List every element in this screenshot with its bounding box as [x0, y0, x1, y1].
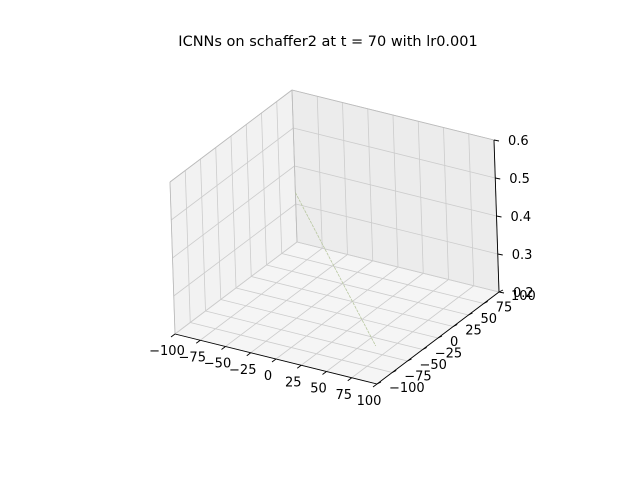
x-tick-label-4: 0: [264, 369, 272, 384]
z-tick-3: [495, 177, 501, 180]
y-tick-label-7: 75: [496, 301, 513, 316]
grid-line-y-floor-7: [281, 253, 484, 304]
grid-line-y-floor-6: [266, 264, 469, 316]
pane-edge-corner: [291, 89, 298, 243]
x-tick-8: [372, 383, 378, 388]
x-tick-label-8: 100: [357, 394, 382, 409]
z-tick-label-2: 0.4: [511, 210, 532, 225]
grid-line-y-floor-4: [235, 287, 439, 339]
z-tick-4: [493, 139, 500, 142]
grid-line-z-back-3: [293, 127, 496, 179]
y-tick-5: [453, 324, 458, 327]
grid-line-z-back-1: [295, 203, 498, 255]
x-tick-label-6: 50: [310, 382, 327, 397]
grid-line-z-left-3: [171, 127, 294, 221]
y-tick-label-3: −25: [435, 347, 462, 362]
x-tick-label-2: −50: [204, 357, 231, 372]
y-tick-label-2: −50: [420, 358, 447, 373]
chart-title: ICNNs on schaffer2 at t = 70 with lr0.00…: [178, 34, 478, 50]
pane-edge-back-top: [291, 89, 495, 141]
y-tick-label-5: 25: [465, 324, 482, 339]
y-tick-1: [392, 370, 397, 373]
x-tick-7: [347, 377, 353, 382]
z-tick-label-0: 0.2: [513, 286, 534, 301]
grid-line-z-back-0: [296, 241, 500, 293]
x-tick-6: [322, 371, 327, 375]
z-tick-0: [498, 291, 505, 294]
pane-edge-left-top: [169, 89, 293, 183]
z-tick-label-4: 0.6: [508, 134, 529, 149]
x-tick-0: [170, 333, 176, 338]
y-tick-label-0: −100: [389, 381, 425, 396]
x-tick-label-7: 75: [335, 388, 352, 403]
x-tick-4: [271, 358, 277, 363]
y-tick-label-6: 50: [481, 312, 498, 327]
y-tick-label-4: 0: [450, 335, 458, 350]
z-tick-2: [496, 215, 502, 218]
grid-line-y-floor-1: [190, 322, 393, 373]
grid-line-z-left-0: [174, 241, 298, 335]
y-tick-label-1: −75: [404, 370, 431, 385]
y-tick-6: [468, 312, 473, 316]
z-tick-label-1: 0.3: [512, 248, 533, 263]
x-tick-label-1: −75: [179, 350, 206, 365]
y-tick-4: [437, 335, 443, 339]
y-tick-0: [376, 381, 382, 385]
y-tick-label-8: 100: [511, 289, 536, 304]
x-tick-label-5: 25: [285, 375, 302, 390]
z-tick-label-3: 0.5: [509, 172, 530, 187]
y-tick-2: [407, 358, 412, 362]
x-tick-3: [246, 352, 252, 357]
grid-line-z-back-2: [294, 165, 497, 217]
grid-line-z-left-1: [173, 203, 296, 297]
x-tick-label-3: −25: [229, 363, 256, 378]
y-tick-8: [498, 289, 504, 293]
grid-line-y-floor-3: [220, 299, 423, 350]
pane-edge-left: [169, 181, 176, 335]
y-tick-7: [483, 301, 488, 304]
z-tick-1: [497, 253, 503, 256]
data-curve: [295, 192, 377, 347]
x-tick-label-0: −100: [149, 344, 185, 359]
y-tick-3: [422, 347, 427, 350]
x-tick-1: [195, 339, 201, 344]
grid-line-z-left-2: [172, 165, 295, 259]
x-tick-2: [221, 346, 226, 350]
grid-line-y-floor-2: [205, 310, 408, 362]
x-tick-5: [296, 364, 302, 369]
